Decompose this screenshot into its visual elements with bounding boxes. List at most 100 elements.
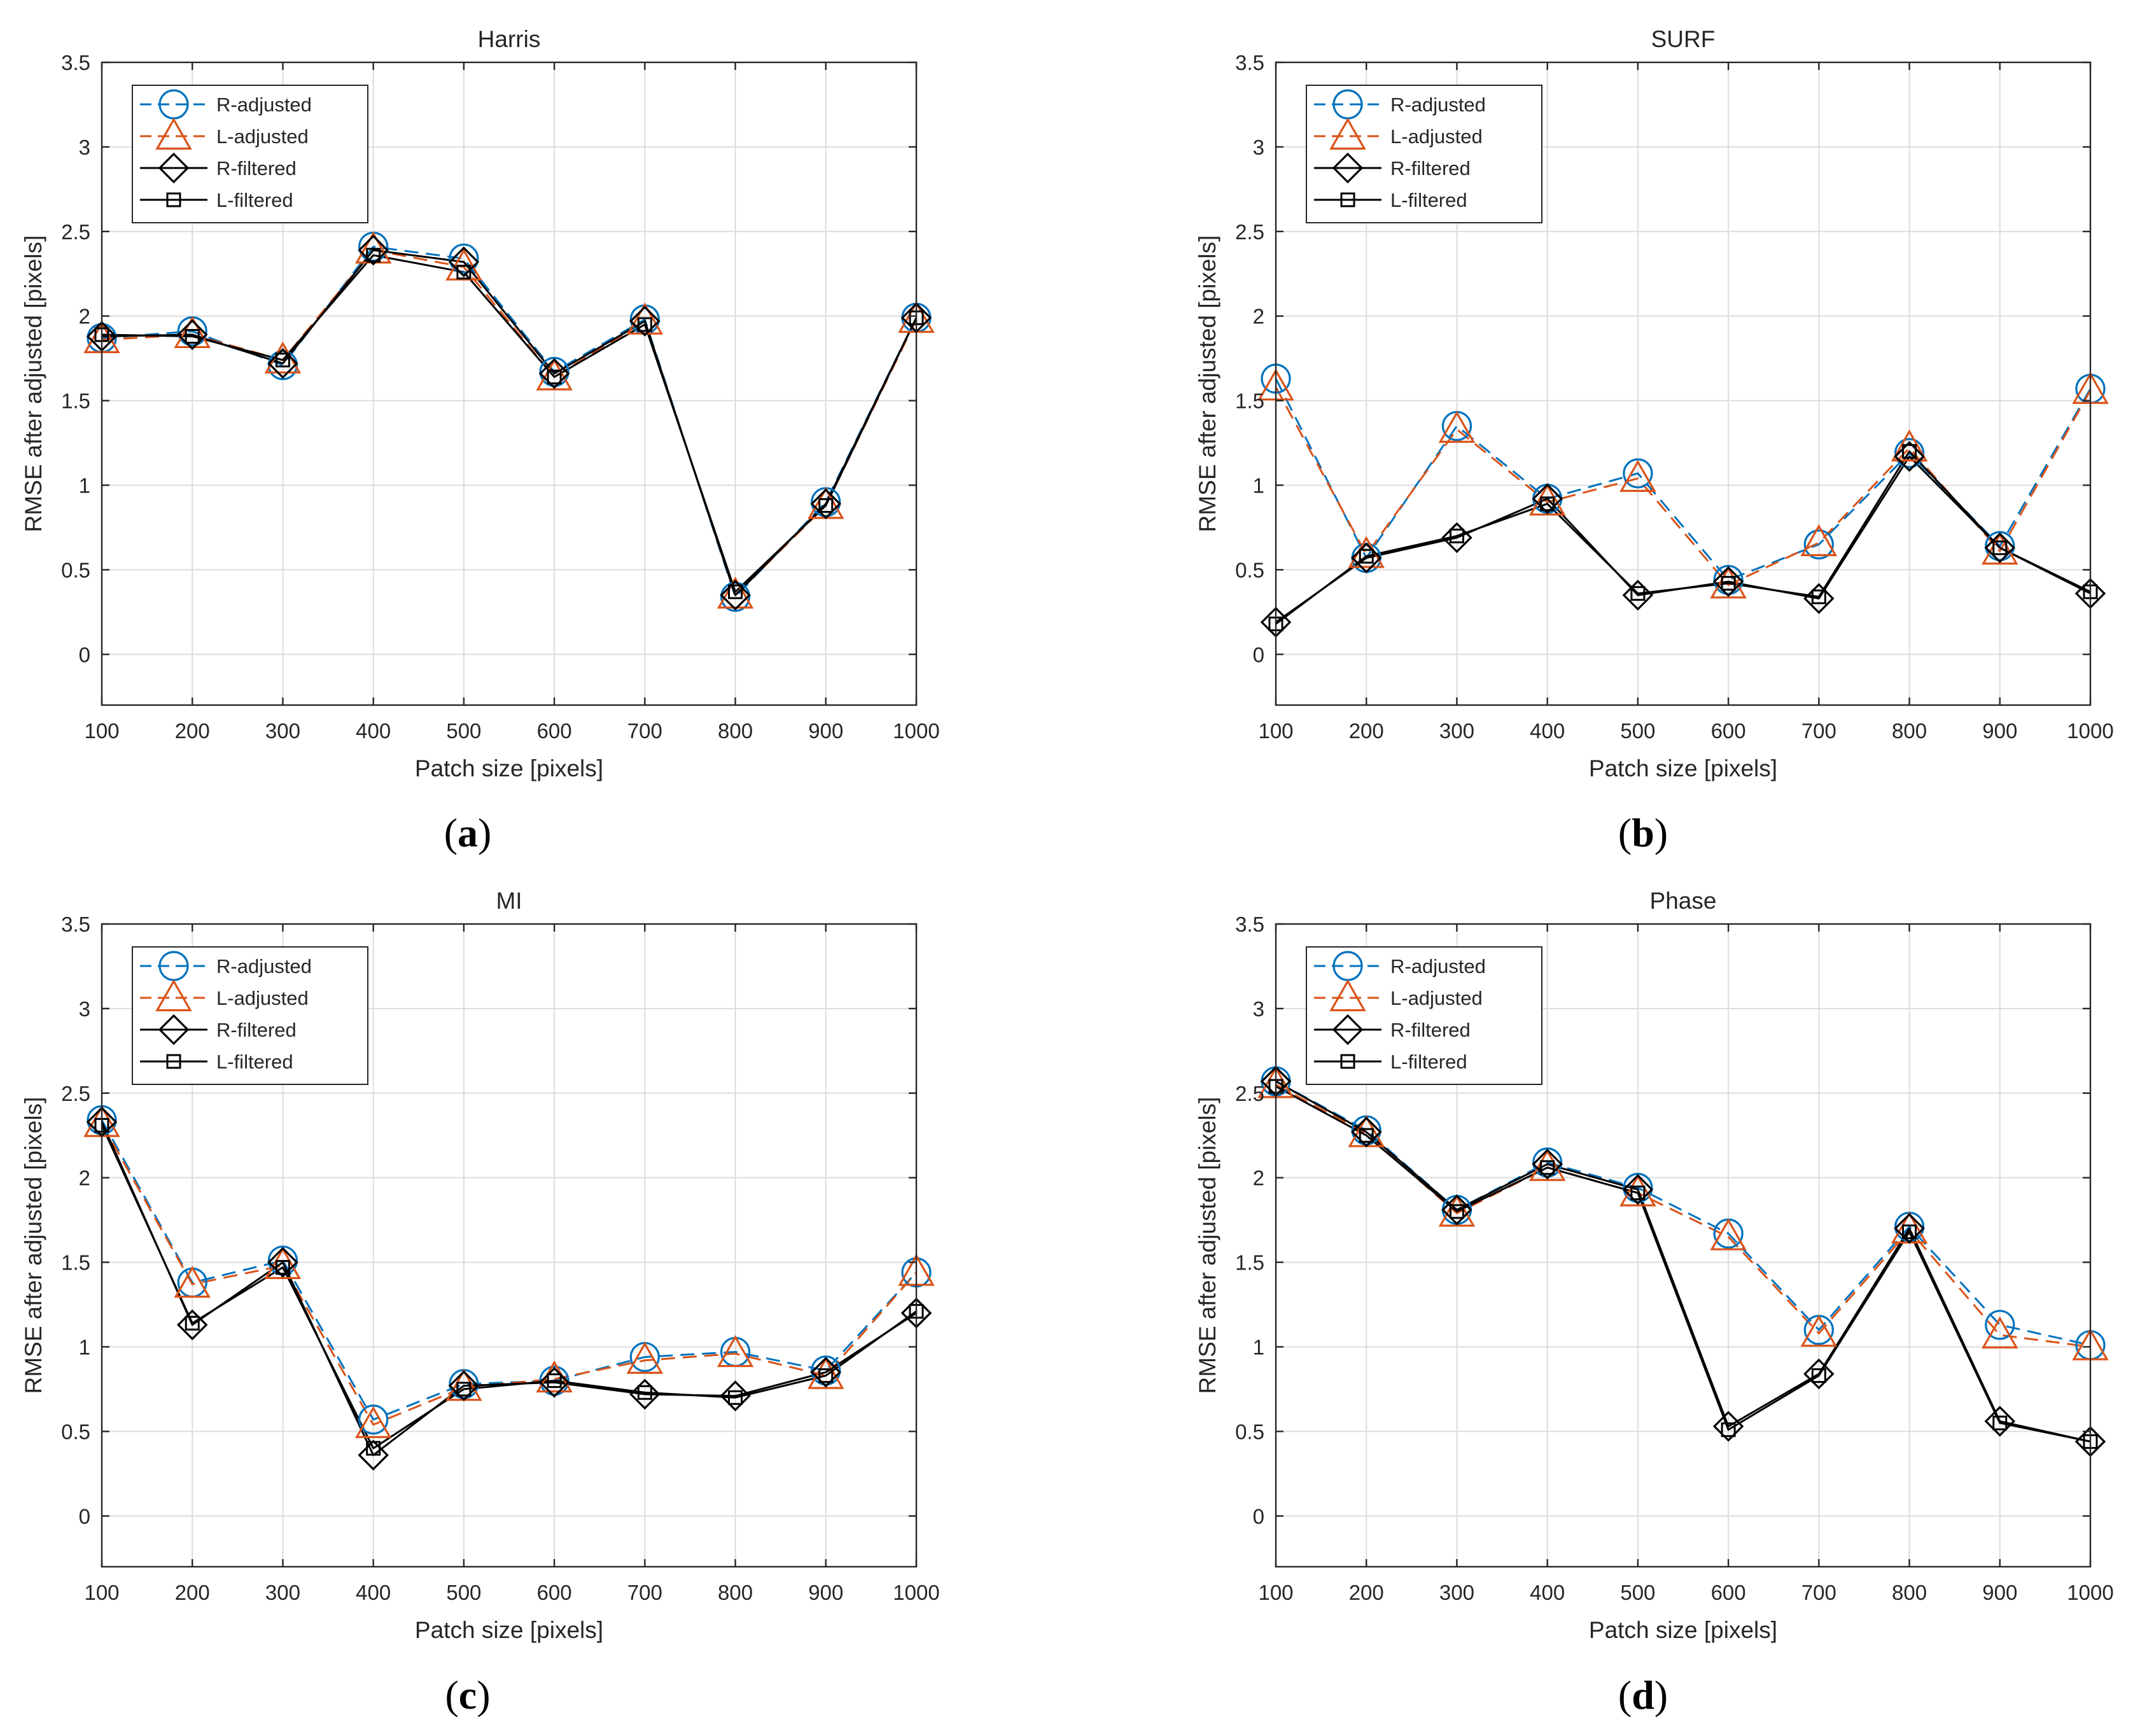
data-point-l-filtered bbox=[366, 1441, 381, 1456]
legend-entry: R-filtered bbox=[216, 1019, 297, 1041]
legend-entry: L-adjusted bbox=[216, 125, 309, 148]
data-point-r-filtered bbox=[1622, 579, 1654, 611]
data-point-l-adjusted bbox=[536, 358, 573, 391]
x-axis-label: Patch size [pixels] bbox=[1589, 755, 1777, 781]
data-point-l-filtered bbox=[728, 1390, 743, 1405]
data-point-l-filtered bbox=[1540, 496, 1555, 512]
data-point-l-adjusted bbox=[1982, 532, 2018, 565]
data-point-l-adjusted bbox=[626, 1341, 664, 1374]
x-tick-label: 300 bbox=[265, 1581, 300, 1604]
y-tick-label: 2 bbox=[79, 1166, 90, 1190]
data-point-r-filtered bbox=[1441, 522, 1472, 554]
y-tick-label: 1.5 bbox=[61, 1251, 90, 1275]
data-point-r-adjusted bbox=[811, 1355, 841, 1386]
data-point-r-adjusted bbox=[720, 582, 751, 612]
axes-box bbox=[101, 61, 918, 706]
panel-caption-letter: b bbox=[1632, 810, 1654, 855]
data-point-r-filtered bbox=[1350, 1116, 1382, 1148]
data-point-r-filtered bbox=[720, 579, 751, 611]
legend-marker bbox=[1340, 192, 1355, 207]
legend-entry: L-filtered bbox=[216, 1051, 293, 1073]
x-tick-label: 800 bbox=[718, 1581, 753, 1604]
chart-title: Harris bbox=[478, 26, 541, 52]
data-point-l-filtered bbox=[1359, 1128, 1374, 1143]
y-tick-label: 0.5 bbox=[1235, 1420, 1264, 1443]
data-point-r-filtered bbox=[1712, 566, 1744, 598]
y-tick-label: 0 bbox=[79, 1504, 90, 1528]
x-tick-label: 900 bbox=[1982, 1581, 2017, 1604]
x-tick-label: 500 bbox=[1620, 1581, 1655, 1604]
data-point-r-adjusted bbox=[1623, 1173, 1653, 1203]
data-point-r-adjusted bbox=[1894, 438, 1925, 468]
data-point-r-filtered bbox=[810, 488, 842, 519]
y-tick-label: 0 bbox=[1253, 1504, 1264, 1528]
y-tick-label: 1 bbox=[79, 473, 90, 497]
data-point-l-filtered bbox=[456, 1382, 472, 1397]
data-point-l-adjusted bbox=[808, 1357, 844, 1389]
chart-title: MI bbox=[496, 888, 522, 914]
data-point-r-filtered bbox=[538, 358, 570, 389]
legend-marker bbox=[166, 1054, 181, 1069]
legend-marker bbox=[1329, 117, 1366, 150]
data-point-r-filtered bbox=[1894, 1213, 1925, 1244]
y-tick-label: 3 bbox=[1253, 997, 1264, 1021]
data-point-r-filtered bbox=[358, 234, 389, 266]
x-tick-label: 400 bbox=[1530, 1581, 1565, 1604]
legend: R-adjusted L-adjusted R-filtered L-filtered bbox=[132, 946, 368, 1085]
x-tick-label: 400 bbox=[356, 1581, 391, 1604]
panel-caption: (b) bbox=[1618, 810, 1668, 855]
data-point-r-filtered bbox=[1350, 542, 1382, 574]
legend-entry: L-adjusted bbox=[1390, 987, 1483, 1009]
data-point-r-filtered bbox=[176, 319, 208, 351]
data-point-r-filtered bbox=[1803, 1358, 1835, 1390]
x-tick-label: 100 bbox=[84, 719, 119, 743]
data-point-l-adjusted bbox=[1438, 1194, 1476, 1227]
legend-entry: R-filtered bbox=[216, 157, 297, 179]
y-tick-label: 1 bbox=[1253, 473, 1264, 497]
legend-entry: R-adjusted bbox=[1390, 94, 1486, 116]
data-point-l-filtered bbox=[1540, 1160, 1555, 1175]
data-point-r-filtered bbox=[448, 246, 480, 277]
x-axis-label: Patch size [pixels] bbox=[415, 755, 603, 781]
series-line-l-adjusted bbox=[1275, 386, 2092, 586]
y-axis-label: RMSE after adjusted [pixels] bbox=[1194, 235, 1220, 533]
data-point-r-filtered bbox=[1803, 583, 1835, 614]
x-tick-label: 900 bbox=[808, 1581, 843, 1604]
legend-marker bbox=[155, 117, 192, 150]
data-point-l-filtered bbox=[637, 317, 652, 332]
x-tick-label: 200 bbox=[175, 719, 210, 743]
legend-marker bbox=[158, 152, 190, 184]
series-line-l-filtered bbox=[101, 254, 918, 593]
data-point-l-filtered bbox=[547, 1373, 562, 1389]
x-tick-label: 400 bbox=[1530, 719, 1565, 743]
data-point-l-adjusted bbox=[174, 1265, 211, 1298]
series-line-l-filtered bbox=[1275, 1085, 2091, 1443]
x-tick-label: 600 bbox=[537, 719, 572, 743]
legend-entry: L-filtered bbox=[216, 189, 293, 211]
x-tick-label: 300 bbox=[265, 719, 300, 743]
data-point-l-filtered bbox=[1902, 444, 1917, 459]
chart-title: Phase bbox=[1650, 888, 1717, 914]
data-point-l-adjusted bbox=[717, 577, 754, 609]
legend: R-adjusted L-adjusted R-filtered L-filtered bbox=[1306, 85, 1542, 223]
axes-box bbox=[101, 923, 918, 1568]
x-tick-label: 600 bbox=[1711, 1581, 1746, 1604]
y-tick-label: 2.5 bbox=[1235, 220, 1264, 244]
legend-marker bbox=[1340, 1054, 1355, 1069]
data-point-r-adjusted bbox=[539, 1366, 570, 1396]
data-point-r-filtered bbox=[1984, 1406, 2016, 1437]
data-point-r-filtered bbox=[810, 1357, 842, 1388]
y-axis-label: RMSE after adjusted [pixels] bbox=[1194, 1097, 1220, 1394]
data-point-r-filtered bbox=[448, 1370, 480, 1401]
data-point-l-adjusted bbox=[1528, 1149, 1566, 1181]
x-tick-label: 700 bbox=[1801, 719, 1836, 743]
data-point-l-filtered bbox=[1902, 1224, 1917, 1240]
panel-caption-letter: c bbox=[459, 1672, 477, 1718]
y-tick-label: 0.5 bbox=[61, 558, 90, 582]
chart-panel-3: 100 200 300 400 500 600 700 800 900 1000 0 0.5 1 1.5 2… bbox=[20, 888, 940, 1718]
data-point-l-filtered bbox=[185, 329, 200, 344]
data-point-l-filtered bbox=[1449, 528, 1464, 543]
x-tick-label: 800 bbox=[1892, 1581, 1927, 1604]
data-point-r-adjusted bbox=[1803, 529, 1834, 560]
